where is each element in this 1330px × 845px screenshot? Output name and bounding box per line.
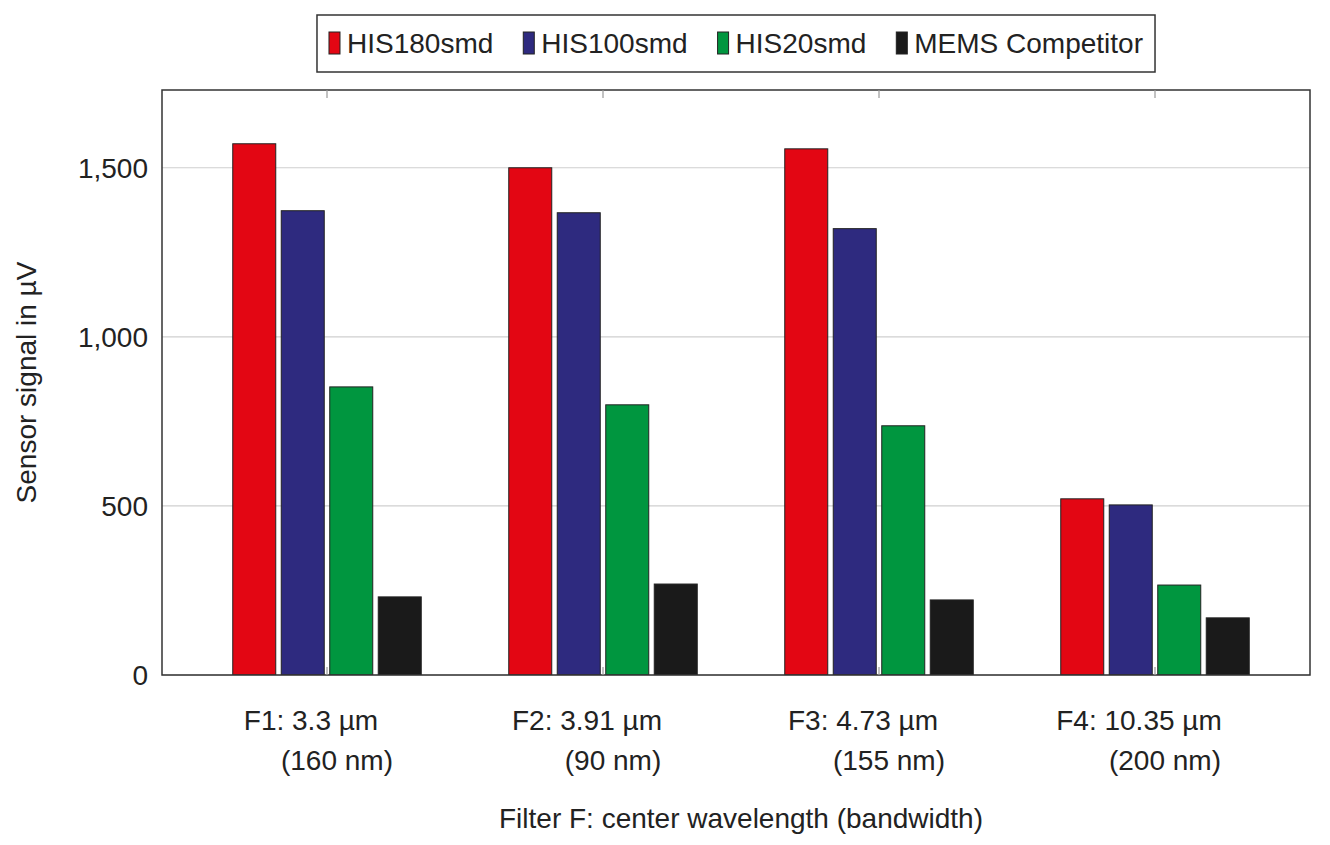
bar [1109,505,1152,675]
x-tick-label: F1: 3.3 µm (160 nm) [244,705,393,776]
bar [233,144,276,675]
bars [233,144,1250,675]
chart-container: 0 500 1,000 1,500 F1: 3.3 µm (160 nm) F2: 3.91… [0,0,1330,845]
x-tick [878,667,879,675]
x-tick [602,667,603,675]
bar [606,405,649,675]
x-tick [1154,667,1155,675]
x-tick-label-line: (90 nm) [565,745,661,776]
x-tick-top [1154,90,1155,98]
legend-swatch [718,32,729,54]
x-tick-label-line: F3: 4.73 µm [788,705,938,736]
x-tick-label-line: F1: 3.3 µm [244,705,378,736]
bar [785,149,828,675]
bar [1206,618,1249,675]
bar [1158,585,1201,675]
bar [378,597,421,675]
x-axis-label: Filter F: center wavelength (bandwidth) [499,803,983,834]
x-tick-label-line: F2: 3.91 µm [512,705,662,736]
plot-frame [162,90,1310,675]
bar [833,229,876,675]
grid [162,168,1310,675]
x-tick-label: F4: 10.35 µm (200 nm) [1056,705,1222,776]
y-tick-label: 1,500 [78,153,148,184]
legend-label: HIS100smd [541,28,687,59]
bar [509,168,552,675]
y-tick-label: 500 [101,491,148,522]
bar [330,387,373,675]
grid-line [162,167,1310,168]
bar [882,426,925,675]
x-tick-top [326,90,327,98]
x-tick-label-line: (155 nm) [833,745,945,776]
x-tick-label-line: (160 nm) [281,745,393,776]
x-tick-label-line: F4: 10.35 µm [1056,705,1222,736]
y-tick-label: 1,000 [78,322,148,353]
x-tick [326,667,327,675]
x-tick-label: F3: 4.73 µm (155 nm) [788,705,945,776]
x-tick-label: F2: 3.91 µm (90 nm) [512,705,662,776]
x-tick-top [878,90,879,98]
legend-swatch [523,32,534,54]
bar [1061,499,1104,675]
x-tick-label-line: (200 nm) [1109,745,1221,776]
bar [281,211,324,675]
x-tick-top [602,90,603,98]
legend-box [317,15,1155,72]
legend-label: MEMS Competitor [914,28,1143,59]
bar [557,213,600,675]
y-axis-label: Sensor signal in µV [11,261,42,503]
bar [654,584,697,675]
y-tick-label: 0 [132,660,148,691]
legend: HIS180smd HIS100smd HIS20smd MEMS Competito… [317,15,1155,72]
bar [930,600,973,675]
legend-swatch [329,32,340,54]
legend-label: HIS180smd [347,28,493,59]
grid-line [162,336,1310,337]
legend-swatch [896,32,907,54]
legend-label: HIS20smd [736,28,867,59]
chart-svg: 0 500 1,000 1,500 F1: 3.3 µm (160 nm) F2: 3.91… [0,0,1330,845]
